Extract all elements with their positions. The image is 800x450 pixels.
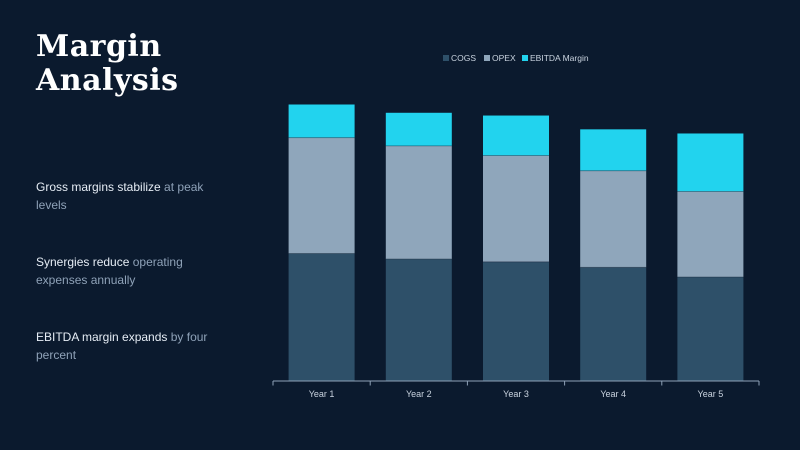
bullet-soft-text: by four percent (36, 330, 208, 362)
slide-title: Margin Analysis (36, 30, 179, 98)
x-tick-label: Year 4 (600, 389, 626, 399)
x-tick-label: Year 1 (309, 389, 335, 399)
x-tick-label: Year 2 (406, 389, 432, 399)
title-line-2: Analysis (36, 63, 179, 98)
bullet-synergies: Synergies reduce operating expenses annu… (36, 253, 226, 289)
legend-swatch-1 (443, 55, 449, 61)
bar-cogs-1 (288, 253, 355, 381)
bullet-soft-text: at peak levels (36, 180, 204, 212)
legend-swatch-3 (522, 55, 528, 61)
bar-opex-4 (580, 170, 647, 268)
legend-swatch-2 (484, 55, 490, 61)
bar-cogs-5 (677, 277, 744, 381)
bar-opex-3 (483, 155, 549, 262)
bar-cogs-3 (483, 261, 549, 381)
bar-ebitda-margin-2 (385, 112, 452, 146)
bar-ebitda-margin-3 (483, 115, 549, 156)
bar-cogs-2 (385, 259, 452, 381)
x-tick-label: Year 3 (503, 389, 529, 399)
bar-opex-2 (385, 145, 452, 260)
bar-opex-5 (677, 191, 744, 277)
title-line-1: Margin (36, 29, 162, 64)
x-tick-label: Year 5 (698, 389, 724, 399)
legend-label: EBITDA Margin (530, 53, 589, 63)
bullet-gross-margins: Gross margins stabilize at peak levels (36, 178, 226, 214)
bullet-ebitda-margin: EBITDA margin expands by four percent (36, 328, 226, 364)
bar-ebitda-margin-4 (580, 129, 647, 171)
legend-label: OPEX (492, 53, 516, 63)
bullet-strong-text: EBITDA margin expands (36, 330, 168, 344)
bar-ebitda-margin-5 (677, 133, 744, 192)
bar-opex-1 (288, 137, 355, 254)
bar-cogs-4 (580, 267, 647, 381)
bullet-strong-text: Synergies reduce (36, 255, 130, 269)
bullet-soft-text: operating expenses annually (36, 255, 183, 287)
bar-ebitda-margin-1 (288, 104, 355, 138)
bullet-strong-text: Gross margins stabilize (36, 180, 161, 194)
legend-label: COGS (451, 53, 476, 63)
